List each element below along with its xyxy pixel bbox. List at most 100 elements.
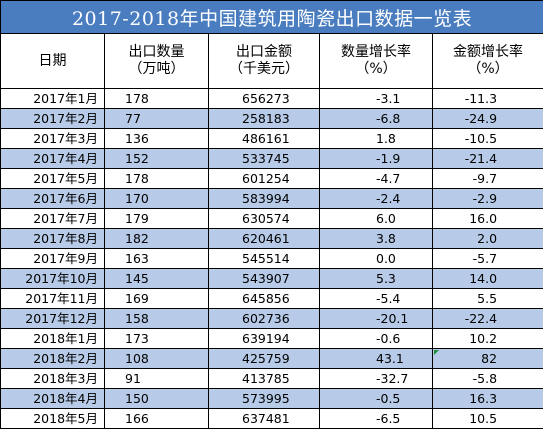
cell-date-value: 2017年1月	[33, 91, 98, 106]
header-amount[interactable]: 出口金额 （千美元）	[209, 34, 320, 89]
header-volume-growth[interactable]: 数量增长率 （%）	[320, 34, 433, 89]
cell-volume[interactable]: 158	[105, 309, 209, 329]
cell-volume[interactable]: 169	[105, 289, 209, 309]
cell-date[interactable]: 2018年4月	[1, 389, 105, 409]
cell-date[interactable]: 2017年7月	[1, 209, 105, 229]
cell-volume-growth[interactable]: -4.7	[320, 169, 433, 189]
cell-amount-growth[interactable]: 16.0	[433, 209, 543, 229]
cell-volume[interactable]: 163	[105, 249, 209, 269]
cell-date-value: 2017年5月	[33, 171, 98, 186]
cell-date[interactable]: 2017年2月	[1, 109, 105, 129]
cell-date[interactable]: 2017年1月	[1, 89, 105, 109]
cell-amount-growth[interactable]: 82	[433, 349, 543, 369]
cell-date[interactable]: 2017年11月	[1, 289, 105, 309]
header-amount-growth[interactable]: 金额增长率 （%）	[433, 34, 543, 89]
cell-amount[interactable]: 630574	[209, 209, 320, 229]
cell-amount[interactable]: 620461	[209, 229, 320, 249]
cell-date[interactable]: 2017年12月	[1, 309, 105, 329]
cell-date[interactable]: 2018年5月	[1, 409, 105, 429]
cell-volume-growth[interactable]: -5.4	[320, 289, 433, 309]
cell-volume-growth[interactable]: -6.8	[320, 109, 433, 129]
header-volume[interactable]: 出口数量 （万吨）	[105, 34, 209, 89]
cell-volume-growth-value: 1.8	[376, 131, 396, 146]
cell-volume[interactable]: 152	[105, 149, 209, 169]
cell-date[interactable]: 2018年3月	[1, 369, 105, 389]
cell-amount[interactable]: 637481	[209, 409, 320, 429]
cell-date[interactable]: 2017年9月	[1, 249, 105, 269]
cell-amount-growth[interactable]: -9.7	[433, 169, 543, 189]
cell-date[interactable]: 2017年4月	[1, 149, 105, 169]
cell-amount[interactable]: 573995	[209, 389, 320, 409]
cell-volume[interactable]: 178	[105, 89, 209, 109]
cell-amount-growth[interactable]: -10.5	[433, 129, 543, 149]
cell-amount[interactable]: 486161	[209, 129, 320, 149]
cell-amount[interactable]: 545514	[209, 249, 320, 269]
cell-amount-growth[interactable]: 14.0	[433, 269, 543, 289]
cell-volume-growth[interactable]: -20.1	[320, 309, 433, 329]
cell-volume[interactable]: 170	[105, 189, 209, 209]
cell-volume[interactable]: 91	[105, 369, 209, 389]
cell-amount-growth[interactable]: -2.9	[433, 189, 543, 209]
header-date[interactable]: 日期	[1, 34, 105, 89]
cell-volume-growth[interactable]: -0.6	[320, 329, 433, 349]
cell-volume[interactable]: 182	[105, 229, 209, 249]
cell-amount-growth[interactable]: -5.7	[433, 249, 543, 269]
cell-amount[interactable]: 602736	[209, 309, 320, 329]
cell-amount-value: 533745	[242, 151, 290, 166]
cell-date[interactable]: 2017年8月	[1, 229, 105, 249]
cell-volume-growth[interactable]: -2.4	[320, 189, 433, 209]
cell-volume-value: 152	[125, 151, 149, 166]
cell-amount-growth[interactable]: 10.2	[433, 329, 543, 349]
cell-amount-growth[interactable]: -5.8	[433, 369, 543, 389]
cell-amount-growth[interactable]: 5.5	[433, 289, 543, 309]
cell-amount[interactable]: 258183	[209, 109, 320, 129]
cell-date-value: 2017年7月	[33, 211, 98, 226]
cell-volume-growth[interactable]: -0.5	[320, 389, 433, 409]
cell-volume[interactable]: 150	[105, 389, 209, 409]
cell-amount[interactable]: 656273	[209, 89, 320, 109]
cell-volume[interactable]: 178	[105, 169, 209, 189]
cell-volume-growth[interactable]: 1.8	[320, 129, 433, 149]
cell-amount-growth[interactable]: -24.9	[433, 109, 543, 129]
cell-volume-growth[interactable]: 5.3	[320, 269, 433, 289]
cell-amount-growth[interactable]: 10.5	[433, 409, 543, 429]
cell-amount-growth[interactable]: 16.3	[433, 389, 543, 409]
cell-date[interactable]: 2018年1月	[1, 329, 105, 349]
cell-date[interactable]: 2018年2月	[1, 349, 105, 369]
cell-volume[interactable]: 145	[105, 269, 209, 289]
cell-amount-value: 620461	[242, 231, 290, 246]
cell-volume[interactable]: 136	[105, 129, 209, 149]
cell-date[interactable]: 2017年3月	[1, 129, 105, 149]
cell-volume-growth[interactable]: 43.1	[320, 349, 433, 369]
cell-volume[interactable]: 77	[105, 109, 209, 129]
cell-amount[interactable]: 425759	[209, 349, 320, 369]
cell-volume[interactable]: 173	[105, 329, 209, 349]
cell-amount[interactable]: 413785	[209, 369, 320, 389]
cell-volume-growth[interactable]: 0.0	[320, 249, 433, 269]
cell-amount-growth[interactable]: -21.4	[433, 149, 543, 169]
cell-date[interactable]: 2017年6月	[1, 189, 105, 209]
cell-date[interactable]: 2017年5月	[1, 169, 105, 189]
cell-volume-growth[interactable]: -1.9	[320, 149, 433, 169]
cell-volume[interactable]: 166	[105, 409, 209, 429]
cell-amount[interactable]: 645856	[209, 289, 320, 309]
cell-volume-growth[interactable]: 6.0	[320, 209, 433, 229]
cell-amount-growth[interactable]: -22.4	[433, 309, 543, 329]
cell-amount-growth[interactable]: -11.3	[433, 89, 543, 109]
cell-amount-growth[interactable]: 2.0	[433, 229, 543, 249]
cell-amount[interactable]: 543907	[209, 269, 320, 289]
cell-amount[interactable]: 533745	[209, 149, 320, 169]
cell-volume-growth[interactable]: -6.5	[320, 409, 433, 429]
cell-volume[interactable]: 179	[105, 209, 209, 229]
cell-volume-growth[interactable]: 3.8	[320, 229, 433, 249]
cell-volume-value: 166	[125, 411, 149, 426]
cell-amount[interactable]: 583994	[209, 189, 320, 209]
cell-date[interactable]: 2017年10月	[1, 269, 105, 289]
cell-volume-growth[interactable]: -3.1	[320, 89, 433, 109]
cell-volume[interactable]: 108	[105, 349, 209, 369]
cell-amount[interactable]: 601254	[209, 169, 320, 189]
cell-volume-growth[interactable]: -32.7	[320, 369, 433, 389]
cell-amount[interactable]: 639194	[209, 329, 320, 349]
table-title[interactable]: 2017-2018年中国建筑用陶瓷出口数据一览表	[1, 1, 543, 34]
